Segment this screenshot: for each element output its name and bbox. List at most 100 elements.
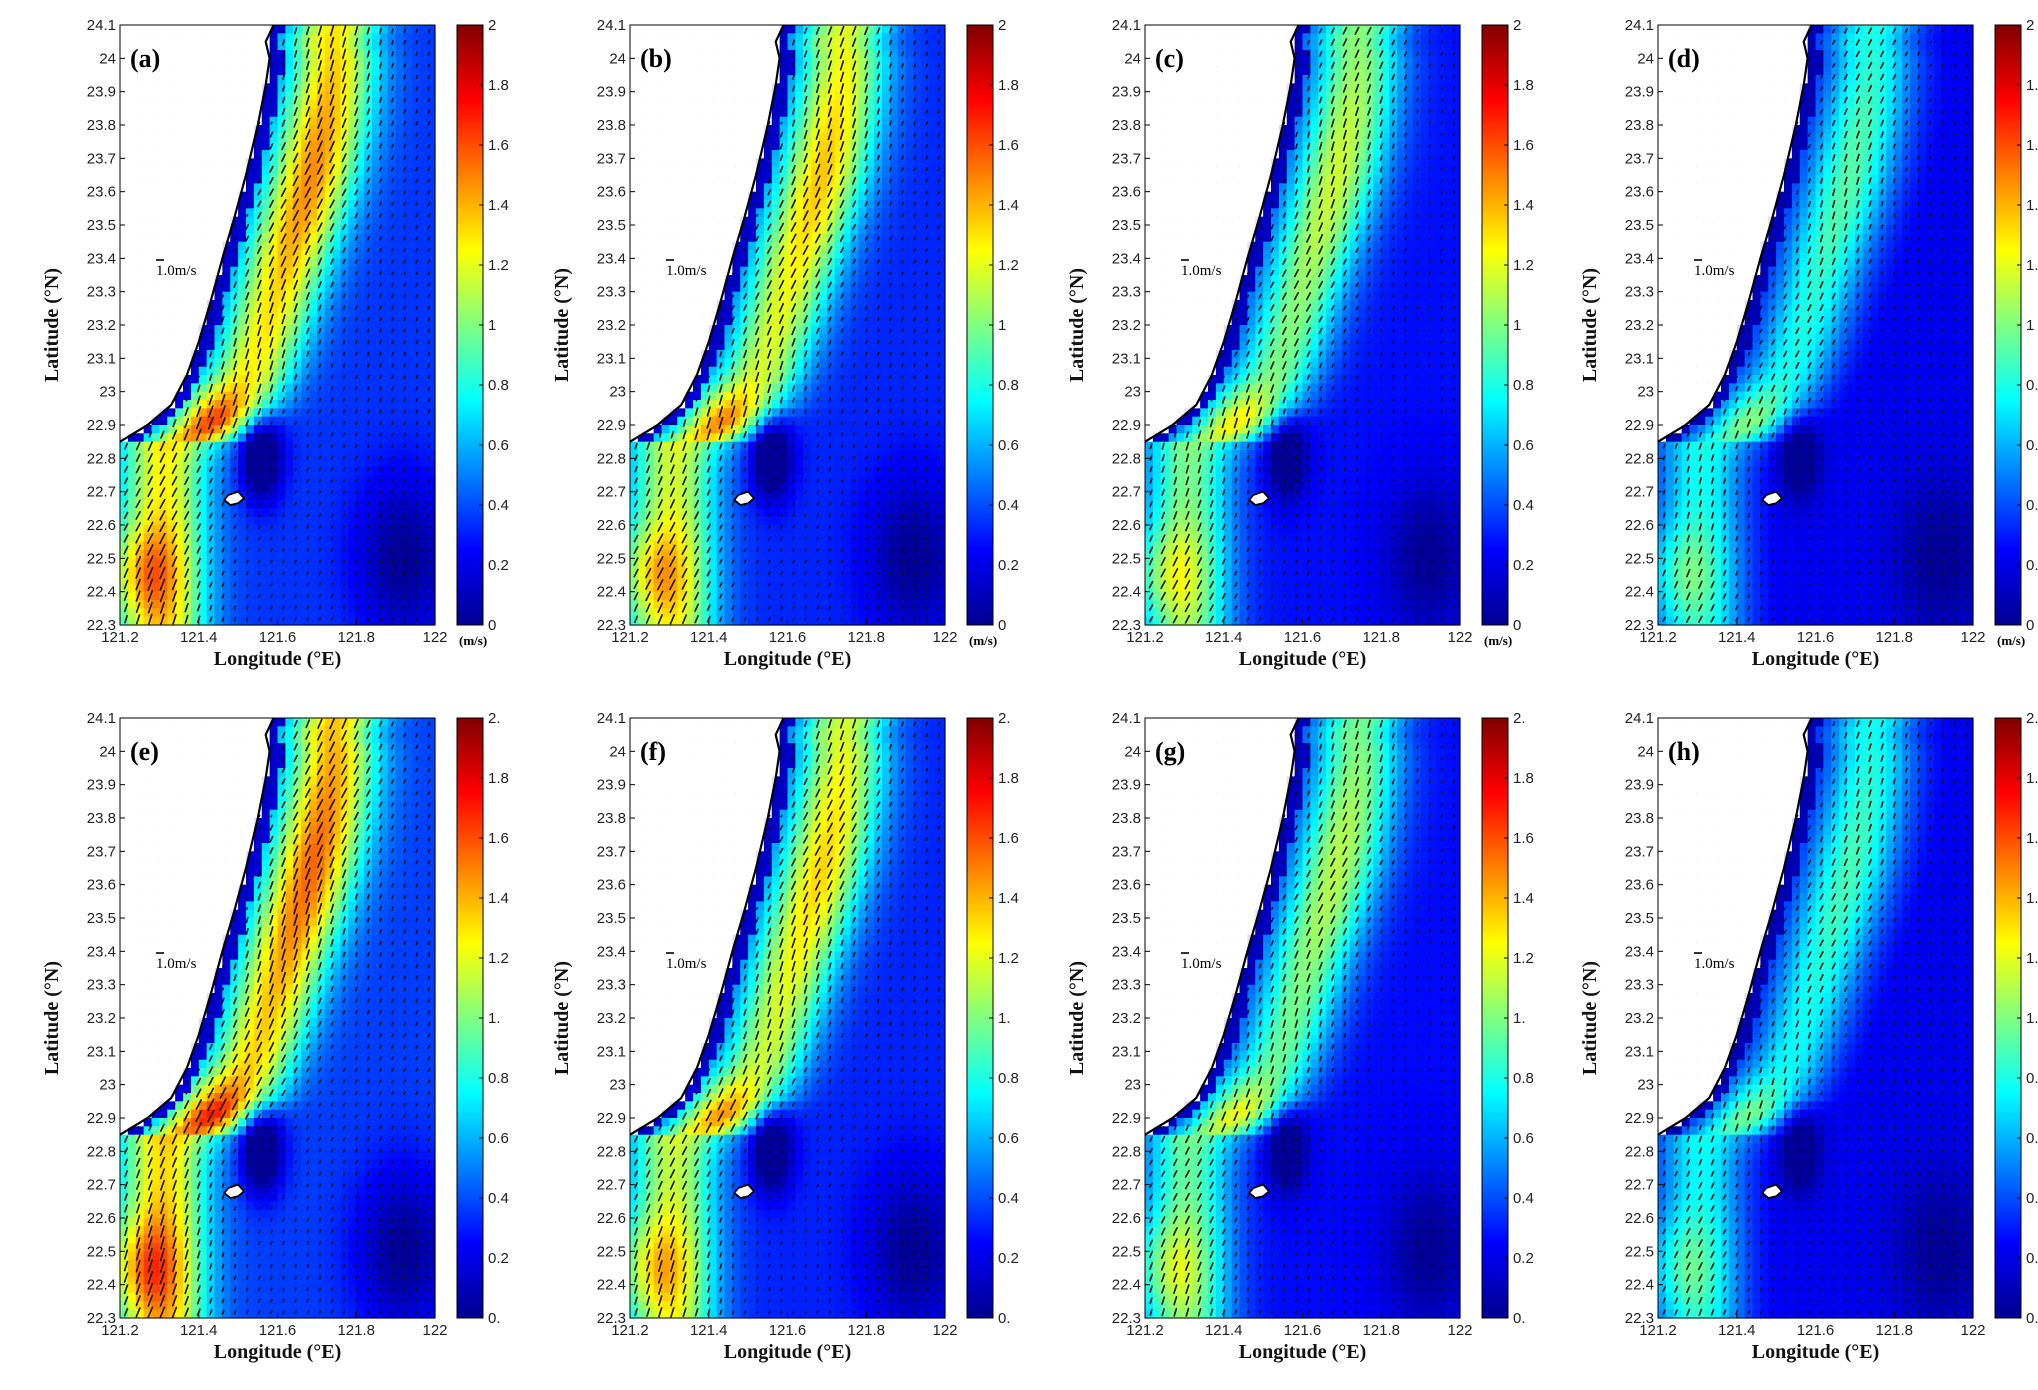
colorbar-tick-label: 0 [488,617,496,634]
y-tick-label: 23.2 [87,317,116,334]
y-tick-label: 22.4 [1112,584,1141,601]
x-tick-label: 121.4 [180,1322,218,1339]
y-tick-label: 23.5 [597,217,626,234]
y-axis-label: Latitude (°N) [41,268,63,382]
colorbar-tick-label: 0.6 [2026,437,2038,454]
panel-label: (a) [130,44,160,73]
colorbar-unit-label: (m/s) [459,633,487,648]
y-tick-label: 23.9 [1625,777,1654,794]
y-tick-label: 23.3 [1112,977,1141,994]
x-tick-label: 121.4 [1718,629,1756,646]
scale-arrow: 1.0m/s [1181,953,1222,972]
y-tick-label: 24 [99,743,116,760]
y-tick-label: 23.9 [87,84,116,101]
y-tick-label: 22.6 [1625,1210,1654,1227]
colorbar-tick-label: 0. [998,1310,1011,1327]
y-tick-label: 22.8 [87,1143,116,1160]
scale-arrow: 1.0m/s [1694,260,1735,279]
y-tick-label: 22.6 [1625,517,1654,534]
colorbar-unit-label: (m/s) [969,633,997,648]
scale-arrow-label: 1.0m/s [666,263,707,279]
y-tick-label: 23.2 [597,317,626,334]
y-tick-label: 22.8 [1625,1143,1654,1160]
y-tick-label: 22.6 [1112,517,1141,534]
x-tick-label: 121.8 [337,629,375,646]
colorbar-tick-label: 0. [1513,1310,1526,1327]
colorbar-tick-label: 0.8 [1513,377,1534,394]
x-tick-label: 121.8 [847,1322,885,1339]
y-tick-label: 23.1 [597,350,626,367]
y-axis-label: Latitude (°N) [1066,961,1088,1075]
x-axis-label: Longitude (°E) [1752,1341,1879,1363]
y-tick-label: 23.5 [87,217,116,234]
y-tick-label: 23.4 [87,943,116,960]
y-tick-label: 22.6 [87,517,116,534]
y-tick-label: 23.4 [1112,943,1141,960]
colorbar-tick-label: 1.8 [488,770,509,787]
y-tick-label: 23.8 [1625,810,1654,827]
x-tick-label: 121.8 [1875,1322,1913,1339]
y-tick-label: 23.7 [597,150,626,167]
y-tick-label: 23.8 [87,117,116,134]
panel-label: (g) [1155,737,1185,766]
colorbar-tick-label: 1.6 [488,137,509,154]
colorbar-tick-label: 0.2 [1513,1250,1534,1267]
colorbar-tick-label: 1.6 [998,137,1019,154]
x-tick-label: 121.6 [1797,1322,1835,1339]
y-tick-label: 23.9 [597,84,626,101]
y-tick-label: 23.8 [87,810,116,827]
x-tick-label: 122 [1447,1322,1472,1339]
colorbar-unit-label: (m/s) [1484,633,1512,648]
y-tick-label: 22.5 [597,550,626,567]
colorbar-tick-label: 1.2 [488,257,509,274]
scale-arrow-label: 1.0m/s [1181,263,1222,279]
figure: 24.1 24 23.9 23.8 23.7 23.6 23.5 23.4 23.3 23.2 23… [0,0,2038,1390]
colorbar-tick-label: 0.2 [488,1250,509,1267]
y-tick-label: 24.1 [1625,710,1654,727]
y-tick-label: 24 [609,50,626,67]
x-tick-label: 121.8 [847,629,885,646]
y-tick-label: 23.3 [597,977,626,994]
colorbar-tick-label: 1.6 [488,830,509,847]
colorbar-tick-label: 1 [488,317,496,334]
y-tick-label: 23.4 [87,250,116,267]
y-tick-label: 22.9 [87,1110,116,1127]
y-tick-label: 23.8 [1625,117,1654,134]
colorbar-tick-label: 0 [998,617,1006,634]
y-tick-label: 22.5 [87,1243,116,1260]
y-tick-label: 22.6 [597,1210,626,1227]
y-tick-label: 22.5 [87,550,116,567]
y-tick-label: 23.7 [1112,843,1141,860]
colorbar-tick-label: 0. [2026,1310,2038,1327]
colorbar-tick-label: 2. [998,710,1011,727]
colorbar-tick-label: 0.8 [488,1070,509,1087]
y-tick-label: 23.4 [1625,250,1654,267]
y-tick-label: 22.5 [1625,550,1654,567]
y-tick-label: 23.6 [87,184,116,201]
y-tick-label: 22.9 [1112,1110,1141,1127]
y-tick-label: 22.9 [1625,1110,1654,1127]
y-tick-label: 23.3 [597,284,626,301]
panel-a: 24.12423.923.823.723.623.523.423.323.223… [41,17,509,670]
colorbar-tick-label: 1. [998,1010,1011,1027]
colorbar-tick-label: 0.6 [488,437,509,454]
x-axis-label: Longitude (°E) [1239,648,1366,670]
y-tick-label: 24.1 [87,17,116,34]
y-tick-label: 23.7 [87,843,116,860]
colorbar-tick-label: 0.2 [488,557,509,574]
y-tick-label: 23.8 [597,810,626,827]
y-tick-label: 22.4 [597,584,626,601]
y-tick-label: 22.8 [1112,450,1141,467]
colorbar-tick-label: 0.4 [998,1190,1019,1207]
x-tick-label: 121.6 [769,629,807,646]
x-tick-label: 121.4 [690,629,728,646]
y-tick-label: 22.7 [1625,484,1654,501]
colorbar-tick-label: 1.4 [1513,197,1534,214]
colorbar-tick-label: 0.8 [1513,1070,1534,1087]
x-tick-label: 121.8 [337,1322,375,1339]
x-tick-label: 121.6 [259,629,297,646]
colorbar-tick-label: 0.6 [998,1130,1019,1147]
scale-arrow: 1.0m/s [666,953,707,972]
panel-label: (e) [130,737,159,766]
y-tick-label: 23.5 [1625,217,1654,234]
